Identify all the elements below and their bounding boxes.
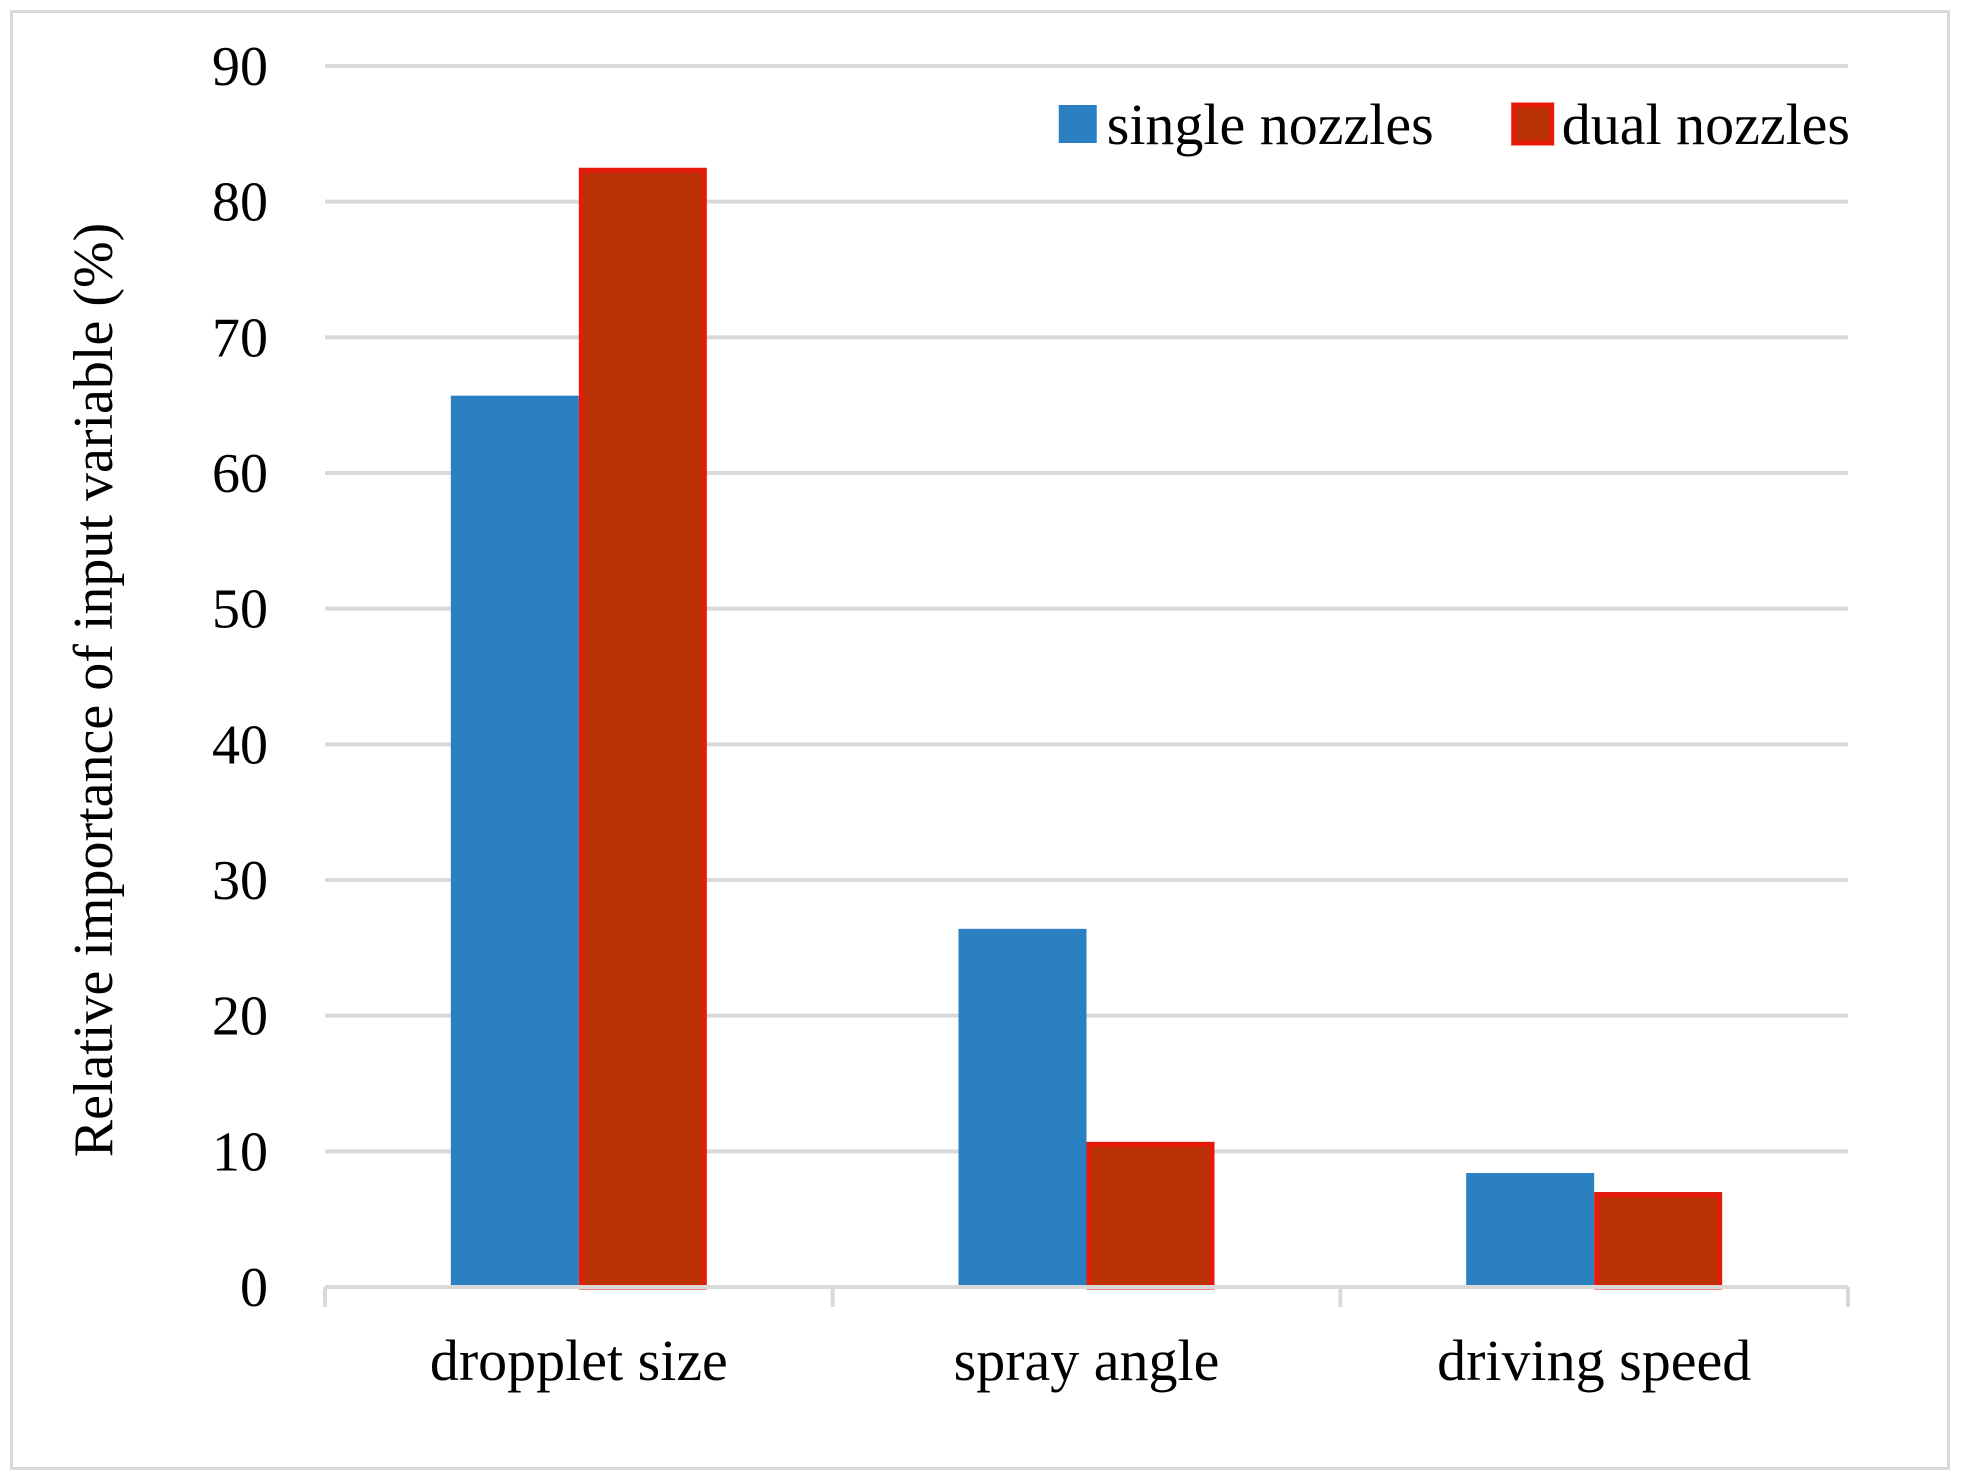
legend-label-single-nozzles: single nozzles — [1107, 92, 1434, 157]
y-axis-title: Relative importance of input variable (%… — [63, 223, 125, 1158]
bar-single-nozzles-0 — [450, 395, 579, 1287]
legend-label-dual-nozzles: dual nozzles — [1562, 92, 1850, 157]
y-tick-label-70: 70 — [212, 307, 268, 369]
legend: dual nozzles single nozzles — [1058, 92, 1850, 157]
bars — [450, 167, 1723, 1290]
bar-single-nozzles-2 — [1466, 1173, 1595, 1287]
y-tick-label-0: 0 — [240, 1257, 268, 1319]
y-tick-label-90: 90 — [212, 36, 268, 98]
tick-labels: 0 10 20 30 40 50 60 70 80 90 dropplet size spray an… — [212, 36, 1751, 1393]
y-tick-label-30: 30 — [212, 850, 268, 912]
legend-swatch-single-nozzles — [1058, 105, 1097, 143]
y-tick-label-40: 40 — [212, 714, 268, 776]
y-tick-label-60: 60 — [212, 443, 268, 505]
x-tick-label-0: dropplet size — [430, 1328, 728, 1393]
y-tick-label-50: 50 — [212, 579, 268, 641]
bar-dual-nozzles-2 — [1594, 1192, 1723, 1290]
y-tick-label-80: 80 — [212, 172, 268, 234]
y-tick-label-20: 20 — [212, 986, 268, 1048]
bar-dual-nozzles-1 — [1086, 1141, 1215, 1290]
y-tick-label-10: 10 — [212, 1121, 268, 1183]
legend-swatch-dual-nozzles — [1511, 102, 1555, 146]
x-tick-label-2: driving speed — [1437, 1328, 1751, 1393]
bar-single-nozzles-1 — [958, 928, 1087, 1287]
x-tick-label-1: spray angle — [954, 1328, 1220, 1393]
x-axis — [323, 1285, 1850, 1307]
bar-dual-nozzles-0 — [578, 167, 707, 1290]
